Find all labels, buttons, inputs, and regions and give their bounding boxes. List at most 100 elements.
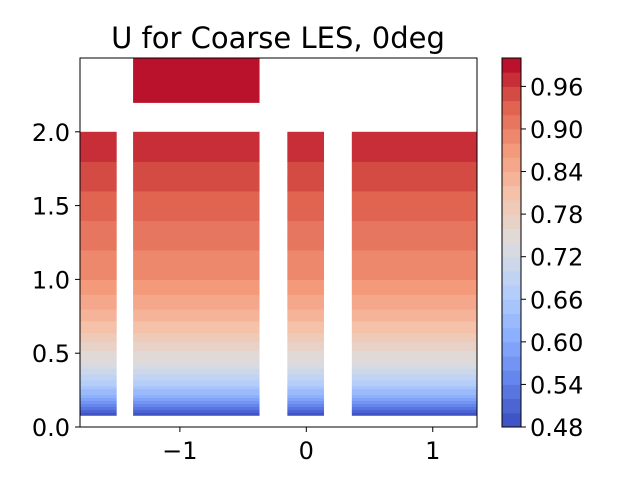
- band: [80, 317, 117, 322]
- band: [133, 329, 260, 334]
- band: [287, 134, 325, 139]
- band: [351, 173, 477, 177]
- band: [80, 311, 117, 316]
- band: [287, 246, 325, 251]
- band: [133, 350, 260, 354]
- band: [287, 223, 325, 227]
- band: [287, 170, 325, 174]
- band: [351, 276, 477, 280]
- band: [80, 382, 117, 387]
- band: [351, 294, 477, 298]
- band: [287, 235, 325, 239]
- band: [287, 173, 325, 177]
- band: [287, 341, 325, 345]
- band: [133, 370, 260, 375]
- band: [287, 276, 325, 280]
- band: [133, 294, 260, 298]
- band: [351, 382, 477, 387]
- band: [287, 311, 325, 316]
- band: [287, 329, 325, 334]
- band: [133, 58, 260, 62]
- band: [133, 223, 260, 227]
- band: [287, 279, 325, 283]
- band: [287, 196, 325, 201]
- band: [287, 190, 325, 195]
- band: [351, 202, 477, 207]
- band: [133, 208, 260, 213]
- y-tick-label: 0.0: [32, 414, 70, 442]
- band: [351, 300, 477, 304]
- band: [351, 187, 477, 192]
- band: [351, 385, 477, 390]
- band: [80, 379, 117, 384]
- x-tick-label: 0: [299, 437, 314, 465]
- band: [133, 323, 260, 328]
- band: [133, 267, 260, 272]
- band: [351, 367, 477, 372]
- band: [287, 388, 325, 393]
- band: [351, 249, 477, 254]
- band: [351, 164, 477, 168]
- band: [287, 193, 325, 198]
- band: [351, 412, 477, 416]
- band: [287, 155, 325, 159]
- band: [287, 400, 325, 404]
- plot-frame: [79, 57, 478, 428]
- band: [351, 347, 477, 351]
- band: [80, 131, 117, 136]
- band: [80, 320, 117, 325]
- band: [133, 72, 260, 77]
- band: [133, 96, 260, 100]
- band: [287, 406, 325, 410]
- colorbar-tick-label: 0.54: [530, 371, 583, 399]
- band: [287, 338, 325, 342]
- band: [351, 394, 477, 399]
- band: [351, 356, 477, 360]
- band: [133, 406, 260, 410]
- band: [80, 385, 117, 390]
- band: [133, 137, 260, 142]
- band: [133, 78, 260, 83]
- band: [287, 412, 325, 416]
- band: [133, 184, 260, 189]
- band: [133, 149, 260, 154]
- colorbar-segment: [502, 199, 521, 215]
- band: [351, 291, 477, 295]
- colorbar-tick-label: 0.78: [530, 201, 583, 229]
- y-tick-label: 1.0: [32, 266, 70, 294]
- band: [133, 66, 260, 71]
- band: [287, 146, 325, 151]
- band: [133, 241, 260, 245]
- band: [80, 294, 117, 298]
- band: [287, 373, 325, 378]
- band: [287, 214, 325, 219]
- region-0: [80, 131, 117, 416]
- plot-bands: [80, 58, 477, 416]
- band: [133, 205, 260, 210]
- band: [351, 243, 477, 248]
- band: [351, 338, 477, 342]
- band: [80, 243, 117, 248]
- band: [351, 137, 477, 142]
- band: [133, 332, 260, 337]
- band: [351, 409, 477, 413]
- band: [287, 211, 325, 216]
- band: [351, 285, 477, 289]
- band: [287, 320, 325, 325]
- band: [133, 397, 260, 402]
- region-4: [351, 131, 477, 416]
- band: [80, 270, 117, 275]
- band: [287, 152, 325, 157]
- band: [133, 238, 260, 242]
- band: [351, 379, 477, 384]
- band: [351, 261, 477, 266]
- band: [80, 196, 117, 201]
- band: [80, 359, 117, 363]
- band: [133, 305, 260, 310]
- band: [287, 158, 325, 162]
- band: [133, 264, 260, 269]
- colorbar-segment: [502, 86, 521, 102]
- band: [80, 235, 117, 239]
- band: [287, 317, 325, 322]
- band: [133, 341, 260, 345]
